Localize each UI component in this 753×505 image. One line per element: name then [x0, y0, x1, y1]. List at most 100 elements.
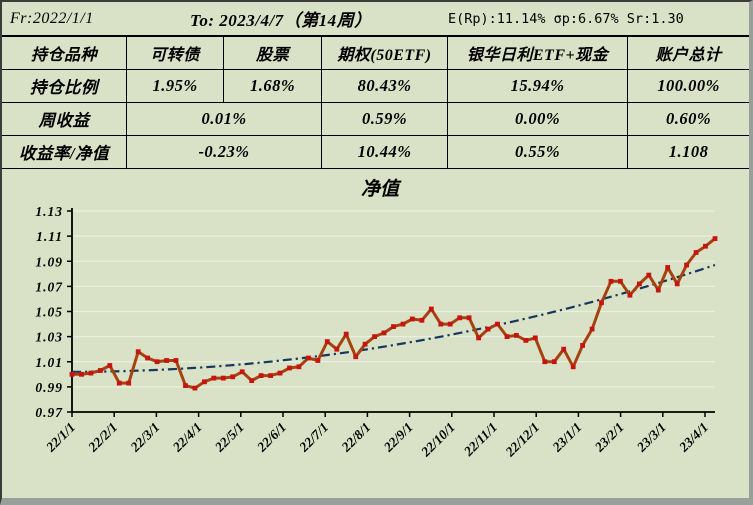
data-marker: [116, 380, 122, 386]
data-marker: [712, 236, 718, 241]
x-tick-label: 22/4/1: [169, 420, 205, 456]
x-tick-label: 22/6/1: [253, 420, 289, 456]
table-cell: 1.95%: [127, 70, 224, 103]
data-marker: [381, 330, 387, 336]
data-marker: [315, 358, 321, 363]
data-marker: [655, 287, 661, 293]
data-marker: [173, 358, 179, 363]
data-marker: [599, 300, 604, 306]
data-marker: [277, 370, 283, 376]
data-marker: [570, 364, 576, 370]
data-marker: [618, 278, 623, 284]
data-marker: [580, 343, 585, 348]
data-marker: [69, 371, 75, 377]
report-header: Fr:2022/1/1 To: 2023/4/7（第14周） E(Rp):11.…: [2, 2, 749, 37]
row-label-position-ratio: 持仓比例: [2, 70, 127, 103]
portfolio-stats: E(Rp):11.14% σp:6.67% Sr:1.30: [448, 10, 684, 27]
data-marker: [674, 281, 680, 287]
row-label-weekly-return: 周收益: [2, 103, 127, 136]
table-cell: 0.01%: [127, 103, 322, 136]
table-cell: 0.55%: [448, 136, 628, 169]
data-marker: [608, 278, 614, 284]
x-tick-label: 22/8/1: [338, 420, 374, 456]
data-marker: [504, 334, 510, 339]
data-marker: [400, 321, 406, 327]
x-tick-label: 22/1/1: [42, 420, 78, 456]
y-tick-label: 1.07: [35, 279, 63, 294]
row-label-return-netvalue: 收益率/净值: [2, 136, 127, 169]
data-marker: [230, 374, 236, 380]
col-header-option: 期权(50ETF): [322, 37, 448, 70]
data-marker: [542, 359, 548, 365]
table-cell: 100.00%: [628, 70, 749, 103]
data-marker: [211, 375, 217, 381]
date-from: Fr:2022/1/1: [10, 9, 94, 27]
data-marker: [665, 265, 671, 270]
data-marker: [466, 315, 472, 321]
data-marker: [135, 349, 141, 355]
table-cell: 15.94%: [448, 70, 628, 103]
data-marker: [258, 373, 264, 378]
x-tick-label: 22/9/1: [380, 420, 416, 456]
data-marker: [220, 375, 226, 381]
data-marker: [391, 324, 396, 329]
data-marker: [296, 364, 302, 370]
x-tick-label: 23/3/1: [633, 420, 669, 456]
x-tick-label: 23/2/1: [591, 420, 627, 456]
table-cell: 0.60%: [628, 103, 749, 136]
data-marker: [239, 369, 245, 375]
y-tick-label: 1.03: [35, 330, 63, 345]
x-tick-label: 22/2/1: [85, 420, 121, 456]
table-cell: 10.44%: [322, 136, 448, 169]
data-marker: [98, 368, 103, 373]
data-marker: [703, 243, 708, 249]
data-marker: [589, 326, 595, 332]
data-marker: [485, 326, 491, 332]
data-marker: [164, 358, 169, 363]
data-marker: [306, 355, 311, 361]
table-cell: 0.00%: [448, 103, 628, 136]
col-header-cash-etf: 银华日利ETF+现金: [448, 37, 628, 70]
data-marker: [287, 365, 292, 371]
table-cell: 0.59%: [322, 103, 448, 136]
data-marker: [561, 346, 567, 352]
data-marker: [145, 355, 150, 361]
table-cell: 1.108: [628, 136, 749, 169]
data-marker: [126, 380, 132, 386]
y-tick-label: 1.01: [35, 355, 63, 370]
y-tick-label: 0.99: [35, 380, 63, 395]
data-marker: [107, 363, 113, 368]
holdings-table: 持仓品种 可转债 股票 期权(50ETF) 银华日利ETF+现金 账户总计 持仓…: [2, 37, 749, 169]
x-tick-label: 22/7/1: [296, 420, 332, 456]
data-marker: [334, 346, 340, 352]
data-marker: [514, 333, 519, 338]
data-marker: [88, 370, 94, 376]
data-marker: [324, 339, 330, 344]
data-marker: [551, 359, 557, 365]
x-tick-label: 22/10/1: [417, 420, 457, 460]
data-marker: [447, 321, 453, 327]
data-marker: [249, 378, 255, 383]
data-marker: [362, 341, 368, 347]
x-tick-label: 22/3/1: [127, 420, 163, 456]
data-marker: [183, 383, 188, 388]
data-marker: [419, 317, 425, 323]
data-marker: [684, 262, 689, 268]
data-marker: [410, 316, 415, 322]
table-cell: 80.43%: [322, 70, 448, 103]
data-marker: [372, 334, 377, 339]
x-tick-label: 23/1/1: [549, 420, 585, 456]
data-marker: [353, 354, 359, 360]
x-tick-label: 22/5/1: [211, 420, 247, 456]
data-marker: [646, 272, 652, 278]
data-marker: [202, 379, 207, 385]
data-marker: [268, 373, 273, 378]
data-marker: [693, 250, 699, 255]
col-header-stock: 股票: [224, 37, 322, 70]
net-value-chart-canvas: 0.97 0.99 1.01 1.03 1.05 1.07 1.09 1.11 1.13 22/1…: [35, 178, 718, 460]
trendline: [72, 263, 716, 373]
net-value-chart: 0.97 0.99 1.01 1.03 1.05 1.07 1.09 1.11 1.13 22/1…: [2, 169, 749, 498]
col-header-convertible: 可转债: [127, 37, 224, 70]
y-tick-label: 0.97: [35, 405, 63, 420]
